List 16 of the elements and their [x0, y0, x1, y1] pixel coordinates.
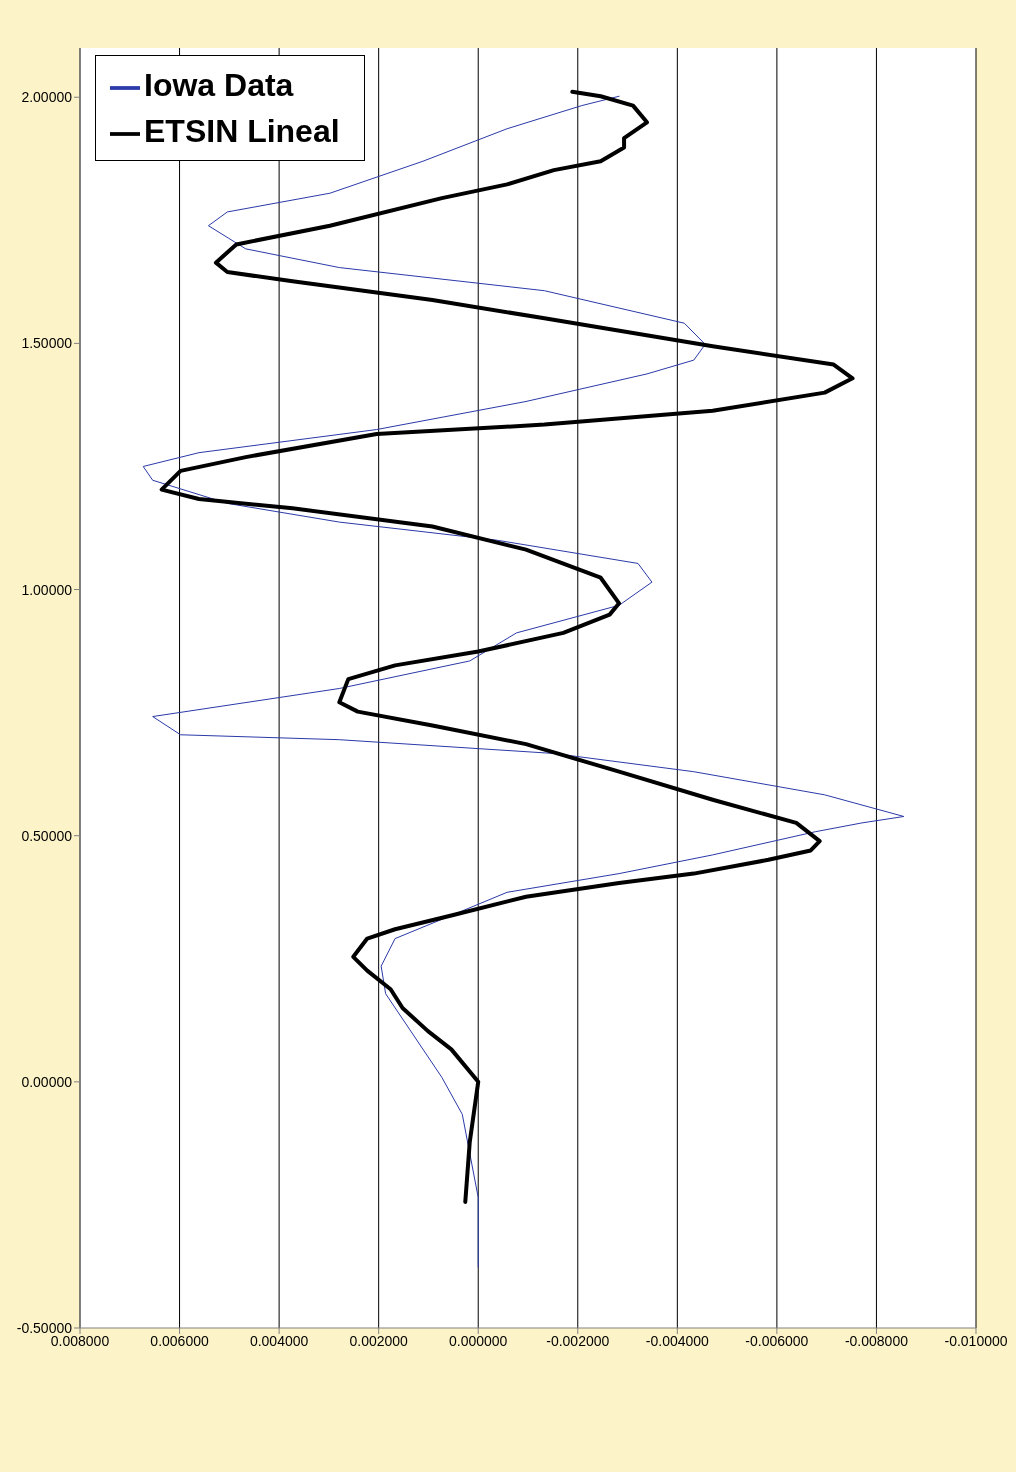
x-tick-label: -0.008000	[844, 1332, 909, 1349]
legend-label: ETSIN Lineal	[144, 113, 340, 149]
y-tick-label: 0.50000	[21, 827, 73, 844]
x-tick-label: 0.000000	[449, 1332, 508, 1349]
x-tick-label: -0.004000	[645, 1332, 710, 1349]
y-tick-label: 1.00000	[21, 581, 73, 598]
x-tick-label: 0.002000	[349, 1332, 409, 1349]
x-tick-label: 0.006000	[150, 1332, 209, 1349]
y-tick-label: 1.50000	[21, 335, 73, 352]
y-tick-label: 2.00000	[21, 89, 73, 106]
x-tick-label: 0.004000	[249, 1332, 309, 1349]
legend-label: Iowa Data	[144, 67, 294, 103]
x-tick-label: -0.002000	[546, 1332, 610, 1349]
x-tick-label: -0.006000	[745, 1332, 809, 1349]
y-tick-label: 0.00000	[21, 1073, 73, 1090]
x-tick-label: -0.010000	[944, 1332, 1008, 1349]
